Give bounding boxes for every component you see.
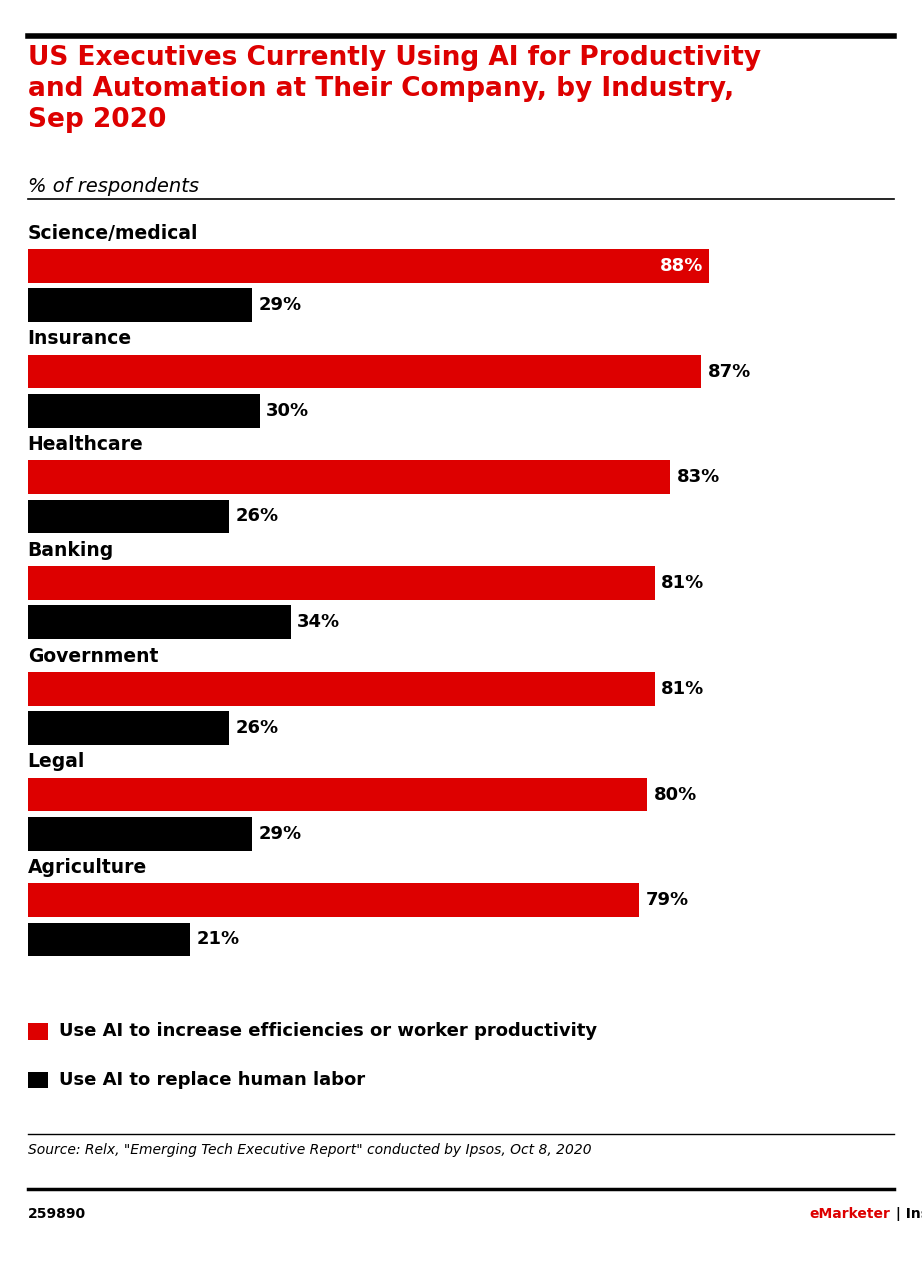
Text: 87%: 87% <box>708 363 751 380</box>
Text: Source: Relx, "Emerging Tech Executive Report" conducted by Ipsos, Oct 8, 2020: Source: Relx, "Emerging Tech Executive R… <box>28 1143 591 1157</box>
Text: 79%: 79% <box>645 892 689 910</box>
Text: 34%: 34% <box>297 614 340 632</box>
Bar <box>28 249 709 283</box>
Text: Use AI to replace human labor: Use AI to replace human labor <box>59 1071 365 1089</box>
Bar <box>28 566 655 600</box>
Text: 80%: 80% <box>654 785 697 803</box>
Text: Agriculture: Agriculture <box>28 858 147 877</box>
Bar <box>28 884 640 917</box>
Text: 29%: 29% <box>258 825 301 843</box>
Text: 83%: 83% <box>677 469 720 487</box>
Bar <box>28 605 291 639</box>
Bar <box>28 778 647 811</box>
Text: 81%: 81% <box>661 680 704 698</box>
Bar <box>28 817 253 851</box>
Text: 81%: 81% <box>661 574 704 592</box>
Bar <box>28 922 190 957</box>
Text: 29%: 29% <box>258 296 301 314</box>
Text: 88%: 88% <box>659 256 703 275</box>
Text: Science/medical: Science/medical <box>28 224 198 242</box>
Text: Government: Government <box>28 647 158 666</box>
Bar <box>28 460 670 494</box>
Text: 30%: 30% <box>266 402 309 420</box>
Text: Insurance: Insurance <box>28 329 132 348</box>
Bar <box>28 355 702 388</box>
Text: % of respondents: % of respondents <box>28 177 198 196</box>
Text: 26%: 26% <box>235 719 278 737</box>
Text: Legal: Legal <box>28 752 85 771</box>
Bar <box>28 393 260 428</box>
Text: 21%: 21% <box>196 930 240 948</box>
Bar <box>28 673 655 706</box>
Text: | InsiderIntelligence.com: | InsiderIntelligence.com <box>891 1207 922 1221</box>
Bar <box>28 711 229 744</box>
Text: eMarketer: eMarketer <box>810 1207 891 1221</box>
Bar <box>28 500 229 533</box>
Text: Banking: Banking <box>28 541 114 560</box>
Text: Healthcare: Healthcare <box>28 436 144 453</box>
Text: 26%: 26% <box>235 507 278 525</box>
Text: Use AI to increase efficiencies or worker productivity: Use AI to increase efficiencies or worke… <box>59 1022 597 1040</box>
Text: US Executives Currently Using AI for Productivity
and Automation at Their Compan: US Executives Currently Using AI for Pro… <box>28 45 761 133</box>
Bar <box>28 288 253 322</box>
Text: 259890: 259890 <box>28 1207 86 1221</box>
